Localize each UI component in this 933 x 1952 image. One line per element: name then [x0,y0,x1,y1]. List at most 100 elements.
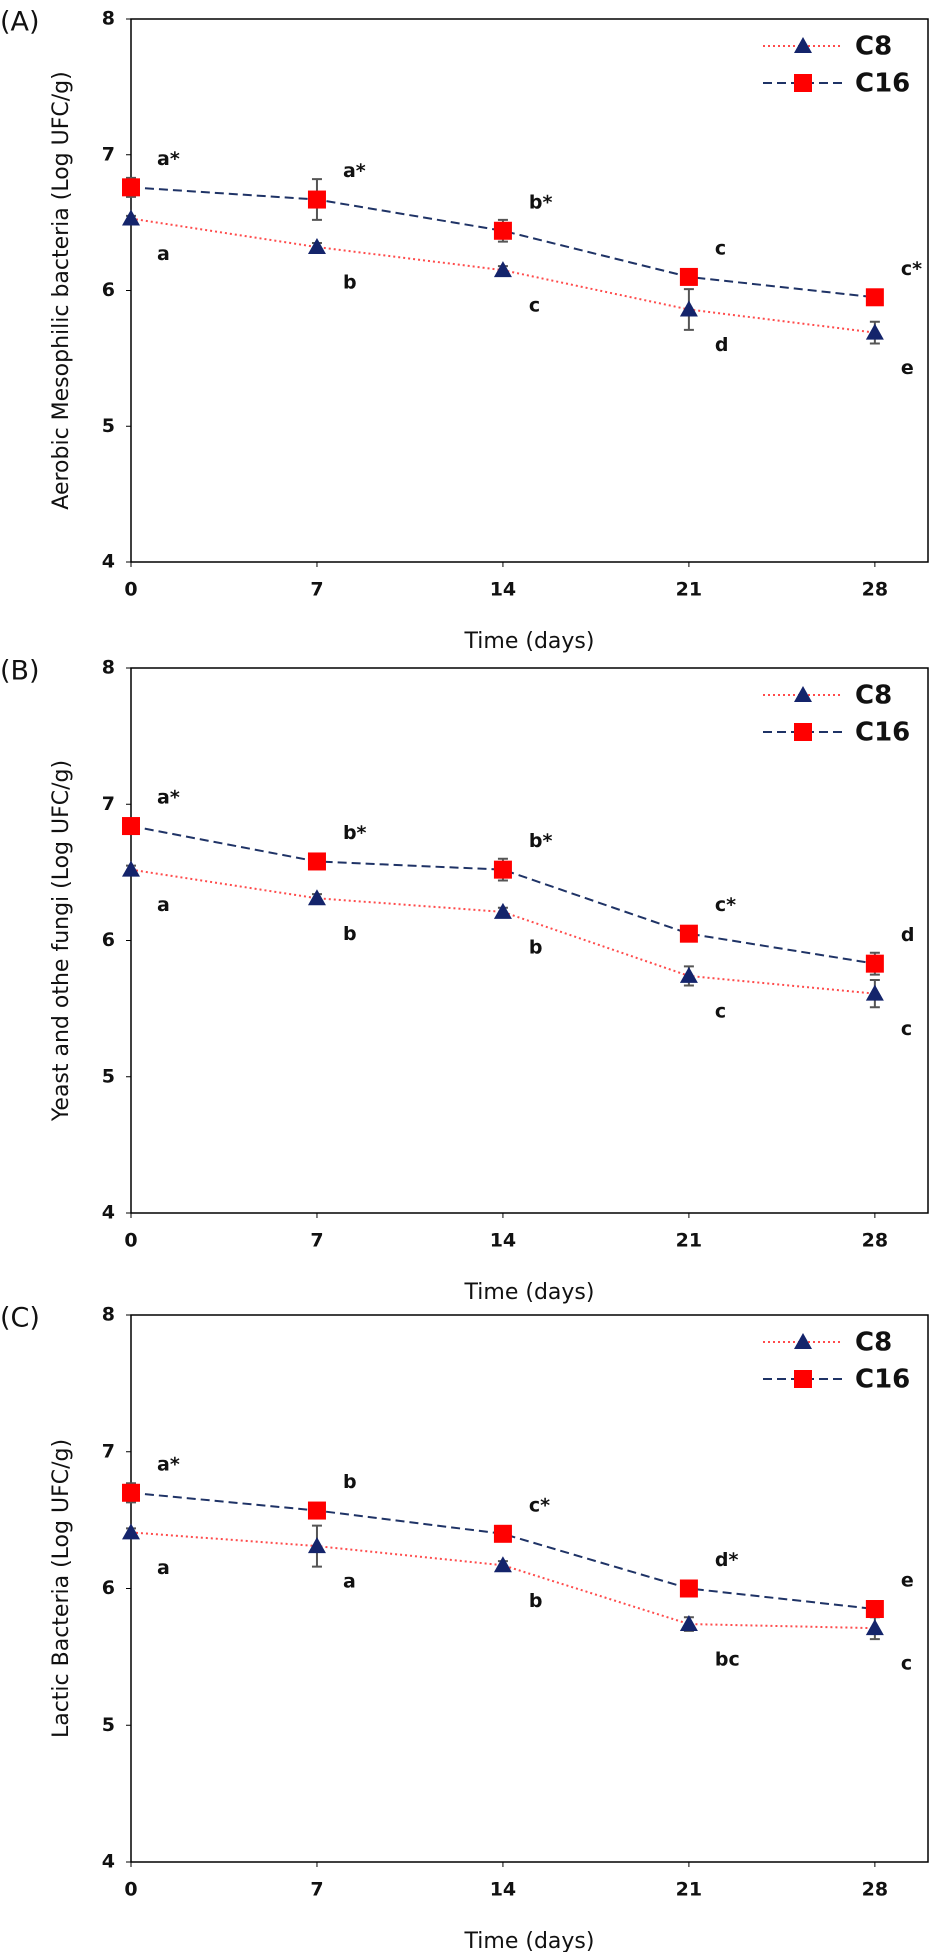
y-tick-label: 7 [102,793,115,815]
marker [679,1615,698,1632]
x-tick-label: 14 [490,1230,516,1252]
y-axis-title: Aerobic Mesophilic bacteria (Log UFC/g) [49,71,74,509]
y-tick-label: 8 [102,8,115,30]
significance-letter: b [529,936,543,958]
legend-label: C8 [855,681,892,711]
significance-letter: bc [715,1649,740,1671]
significance-letter: c* [901,258,922,280]
legend-label: C8 [855,32,892,62]
marker [679,300,698,317]
marker [865,288,884,307]
marker [122,209,140,226]
y-tick-label: 4 [102,1851,115,1873]
legend-label: C8 [855,1328,892,1358]
significance-letter: b* [529,830,553,852]
x-tick-label: 7 [310,579,323,601]
y-tick-label: 6 [102,1577,115,1599]
y-tick-label: 7 [102,143,115,165]
marker [493,1556,512,1573]
marker [122,817,140,836]
series-line [130,825,876,965]
x-tick-label: 21 [676,579,702,601]
y-tick-label: 8 [102,1304,115,1326]
y-tick-label: 8 [102,657,115,679]
significance-letter: a [157,894,170,916]
marker [493,261,512,278]
significance-letter: c* [529,1494,550,1516]
x-tick-label: 28 [862,1230,888,1252]
significance-letter: a [157,1557,170,1579]
marker [794,1370,812,1388]
marker [794,1333,812,1349]
y-tick-label: 4 [102,551,115,573]
significance-letter: b [343,272,357,294]
x-tick-label: 14 [490,579,516,601]
marker [865,1619,884,1636]
marker [794,37,812,53]
panel-label: (C) [0,1303,40,1334]
x-axis-title: Time (days) [464,1280,595,1305]
plot-frame [130,1314,929,1863]
significance-letter: d [715,334,729,356]
y-tick-label: 5 [102,415,115,437]
marker [679,966,698,983]
x-tick-label: 28 [862,1879,888,1901]
marker [493,221,512,240]
significance-letter: d [901,924,915,946]
x-axis-title: Time (days) [464,1929,595,1952]
series-line [130,1531,875,1630]
marker [865,1600,884,1619]
marker [307,1501,326,1520]
significance-letter: a* [157,787,180,809]
x-axis-title: Time (days) [464,629,595,654]
marker [307,1537,326,1554]
marker [122,1483,140,1502]
significance-letter: a [343,1571,356,1593]
significance-letter: a* [157,1453,180,1475]
marker [679,267,698,286]
significance-letter: b* [343,822,367,844]
x-tick-label: 0 [124,1230,137,1252]
x-tick-label: 14 [490,1879,516,1901]
marker [307,238,326,255]
y-tick-label: 7 [102,1440,115,1462]
legend-label: C16 [855,69,910,99]
panel-label: (B) [0,656,40,687]
significance-letter: a* [157,148,180,170]
significance-letter: a [157,243,170,265]
series-line [130,868,875,995]
significance-letter: c [901,1018,912,1040]
significance-letter: c [901,1653,912,1675]
x-tick-label: 28 [862,579,888,601]
significance-letter: b [529,1590,543,1612]
marker [122,178,140,197]
x-tick-label: 21 [676,1230,702,1252]
marker [679,924,698,943]
significance-letter: a* [343,160,366,182]
y-tick-label: 6 [102,929,115,951]
marker [865,323,884,340]
marker [679,1579,698,1598]
significance-letter: d* [715,1549,739,1571]
marker [307,190,326,209]
y-tick-label: 5 [102,1065,115,1087]
marker [865,954,884,973]
y-axis-title: Yeast and othe fungi (Log UFC/g) [49,760,74,1122]
y-tick-label: 5 [102,1714,115,1736]
x-tick-label: 21 [676,1879,702,1901]
x-tick-label: 7 [310,1879,323,1901]
y-tick-label: 6 [102,279,115,301]
x-tick-label: 7 [310,1230,323,1252]
marker [307,852,326,871]
significance-letter: c* [715,894,736,916]
panel-label: (A) [0,7,40,38]
y-axis-title: Lactic Bacteria (Log UFC/g) [49,1439,74,1738]
y-tick-label: 4 [102,1202,115,1224]
legend-label: C16 [855,1365,910,1395]
marker [122,860,140,877]
significance-letter: c [715,237,726,259]
significance-letter: b* [529,191,553,213]
x-tick-label: 0 [124,1879,137,1901]
marker [794,74,812,92]
